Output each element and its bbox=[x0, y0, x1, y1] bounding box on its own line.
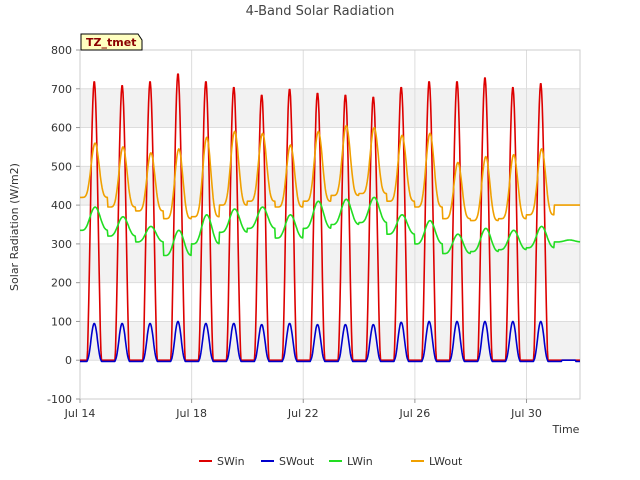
legend: SWin SWout LWin LWout bbox=[199, 455, 463, 468]
y-axis-title: Solar Radiation (W/m2) bbox=[8, 163, 21, 291]
x-axis-title: Time bbox=[552, 423, 580, 436]
y-tick-label: 100 bbox=[51, 315, 72, 328]
chart-title: 4-Band Solar Radiation bbox=[246, 4, 395, 19]
y-axis-ticks: -100 0 100 200 300 400 500 600 700 800 bbox=[47, 44, 80, 406]
tag-box bbox=[80, 33, 143, 51]
legend-label-swin: SWin bbox=[217, 455, 245, 468]
y-tick-label: -100 bbox=[47, 393, 72, 406]
plot-band bbox=[80, 88, 580, 128]
legend-label-swout: SWout bbox=[279, 455, 315, 468]
y-tick-label: 0 bbox=[65, 354, 72, 367]
tag-annotation: TZ_tmet bbox=[80, 33, 143, 51]
series-lines bbox=[79, 73, 581, 363]
plot-band bbox=[80, 166, 580, 206]
y-tick-label: 600 bbox=[51, 122, 72, 135]
y-tick-label: 200 bbox=[51, 277, 72, 290]
x-tick-label: Jul 30 bbox=[510, 407, 542, 420]
series-line-lwout bbox=[79, 124, 581, 222]
x-tick-label: Jul 18 bbox=[175, 407, 207, 420]
plot-frame bbox=[79, 49, 581, 400]
plot-background-bands bbox=[80, 88, 580, 361]
series-line-swin bbox=[79, 73, 581, 361]
y-tick-label: 300 bbox=[51, 238, 72, 251]
x-tick-label: Jul 14 bbox=[64, 407, 96, 420]
tag-label: TZ_tmet bbox=[86, 36, 136, 49]
legend-label-lwout: LWout bbox=[429, 455, 463, 468]
y-tick-label: 500 bbox=[51, 160, 72, 173]
y-tick-label: 800 bbox=[51, 44, 72, 57]
plot-band bbox=[80, 321, 580, 361]
x-tick-label: Jul 26 bbox=[399, 407, 431, 420]
series-line-lwin bbox=[79, 196, 581, 257]
legend-label-lwin: LWin bbox=[347, 455, 373, 468]
y-tick-label: 700 bbox=[51, 83, 72, 96]
x-tick-label: Jul 22 bbox=[287, 407, 319, 420]
series-line-swout bbox=[79, 320, 581, 363]
x-axis-ticks: Jul 14 Jul 18 Jul 22 Jul 26 Jul 30 bbox=[64, 399, 542, 420]
y-tick-label: 400 bbox=[51, 199, 72, 212]
